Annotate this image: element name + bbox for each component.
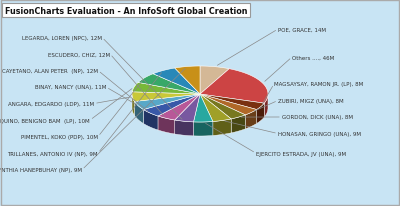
Text: VILLAR, CYNTHIA HANEPBUHAY (NP), 9M: VILLAR, CYNTHIA HANEPBUHAY (NP), 9M — [0, 167, 82, 172]
Text: BINAY, NANCY (UNA), 11M: BINAY, NANCY (UNA), 11M — [35, 85, 106, 90]
Polygon shape — [200, 95, 231, 122]
Polygon shape — [200, 95, 264, 110]
Polygon shape — [158, 95, 200, 121]
Text: EJERCITO ESTRADA, JV (UNA), 9M: EJERCITO ESTRADA, JV (UNA), 9M — [256, 151, 346, 156]
Text: AQUINO, BENIGNO BAM  (LP), 10M: AQUINO, BENIGNO BAM (LP), 10M — [0, 118, 90, 123]
Text: TRILLANES, ANTONIO IV (NP), 9M: TRILLANES, ANTONIO IV (NP), 9M — [8, 151, 98, 156]
Polygon shape — [175, 121, 194, 136]
Polygon shape — [134, 95, 200, 110]
Polygon shape — [257, 104, 264, 124]
Polygon shape — [245, 110, 257, 129]
Polygon shape — [213, 119, 231, 136]
Polygon shape — [132, 92, 200, 102]
Text: ZUBIRI, MIGZ (UNA), 8M: ZUBIRI, MIGZ (UNA), 8M — [278, 98, 344, 103]
Polygon shape — [175, 67, 200, 95]
Text: PIMENTEL, KOKO (PDP), 10M: PIMENTEL, KOKO (PDP), 10M — [21, 135, 98, 139]
Text: Others ...., 46M: Others ...., 46M — [292, 55, 334, 60]
Text: MAGSAYSAY, RAMON JR. (LP), 8M: MAGSAYSAY, RAMON JR. (LP), 8M — [274, 82, 363, 87]
Polygon shape — [153, 69, 200, 95]
Text: ANGARA, EDGARDO (LDP), 11M: ANGARA, EDGARDO (LDP), 11M — [8, 102, 94, 107]
Polygon shape — [134, 102, 143, 124]
Polygon shape — [175, 95, 200, 122]
Text: GORDON, DICK (UNA), 8M: GORDON, DICK (UNA), 8M — [282, 115, 353, 120]
Polygon shape — [231, 115, 245, 133]
Text: ESCUDERO, CHIZ, 12M: ESCUDERO, CHIZ, 12M — [48, 52, 110, 57]
Text: HONASAN, GRINGO (UNA), 9M: HONASAN, GRINGO (UNA), 9M — [278, 131, 361, 136]
Polygon shape — [200, 67, 229, 95]
Polygon shape — [194, 122, 213, 136]
Polygon shape — [158, 116, 175, 134]
Polygon shape — [200, 69, 268, 104]
Polygon shape — [264, 95, 268, 118]
Text: CAYETANO, ALAN PETER  (NP), 12M: CAYETANO, ALAN PETER (NP), 12M — [2, 69, 98, 74]
Text: POE, GRACE, 14M: POE, GRACE, 14M — [278, 27, 326, 32]
Text: LEGARDA, LOREN (NPC), 12M: LEGARDA, LOREN (NPC), 12M — [22, 36, 102, 41]
Polygon shape — [132, 83, 200, 95]
Polygon shape — [200, 95, 245, 119]
Polygon shape — [132, 95, 134, 116]
Polygon shape — [200, 95, 257, 115]
Polygon shape — [138, 74, 200, 95]
Polygon shape — [143, 95, 200, 116]
Polygon shape — [194, 95, 213, 122]
Polygon shape — [143, 110, 158, 130]
Text: FusionCharts Evaluation - An InfoSoft Global Creation: FusionCharts Evaluation - An InfoSoft Gl… — [5, 7, 247, 15]
